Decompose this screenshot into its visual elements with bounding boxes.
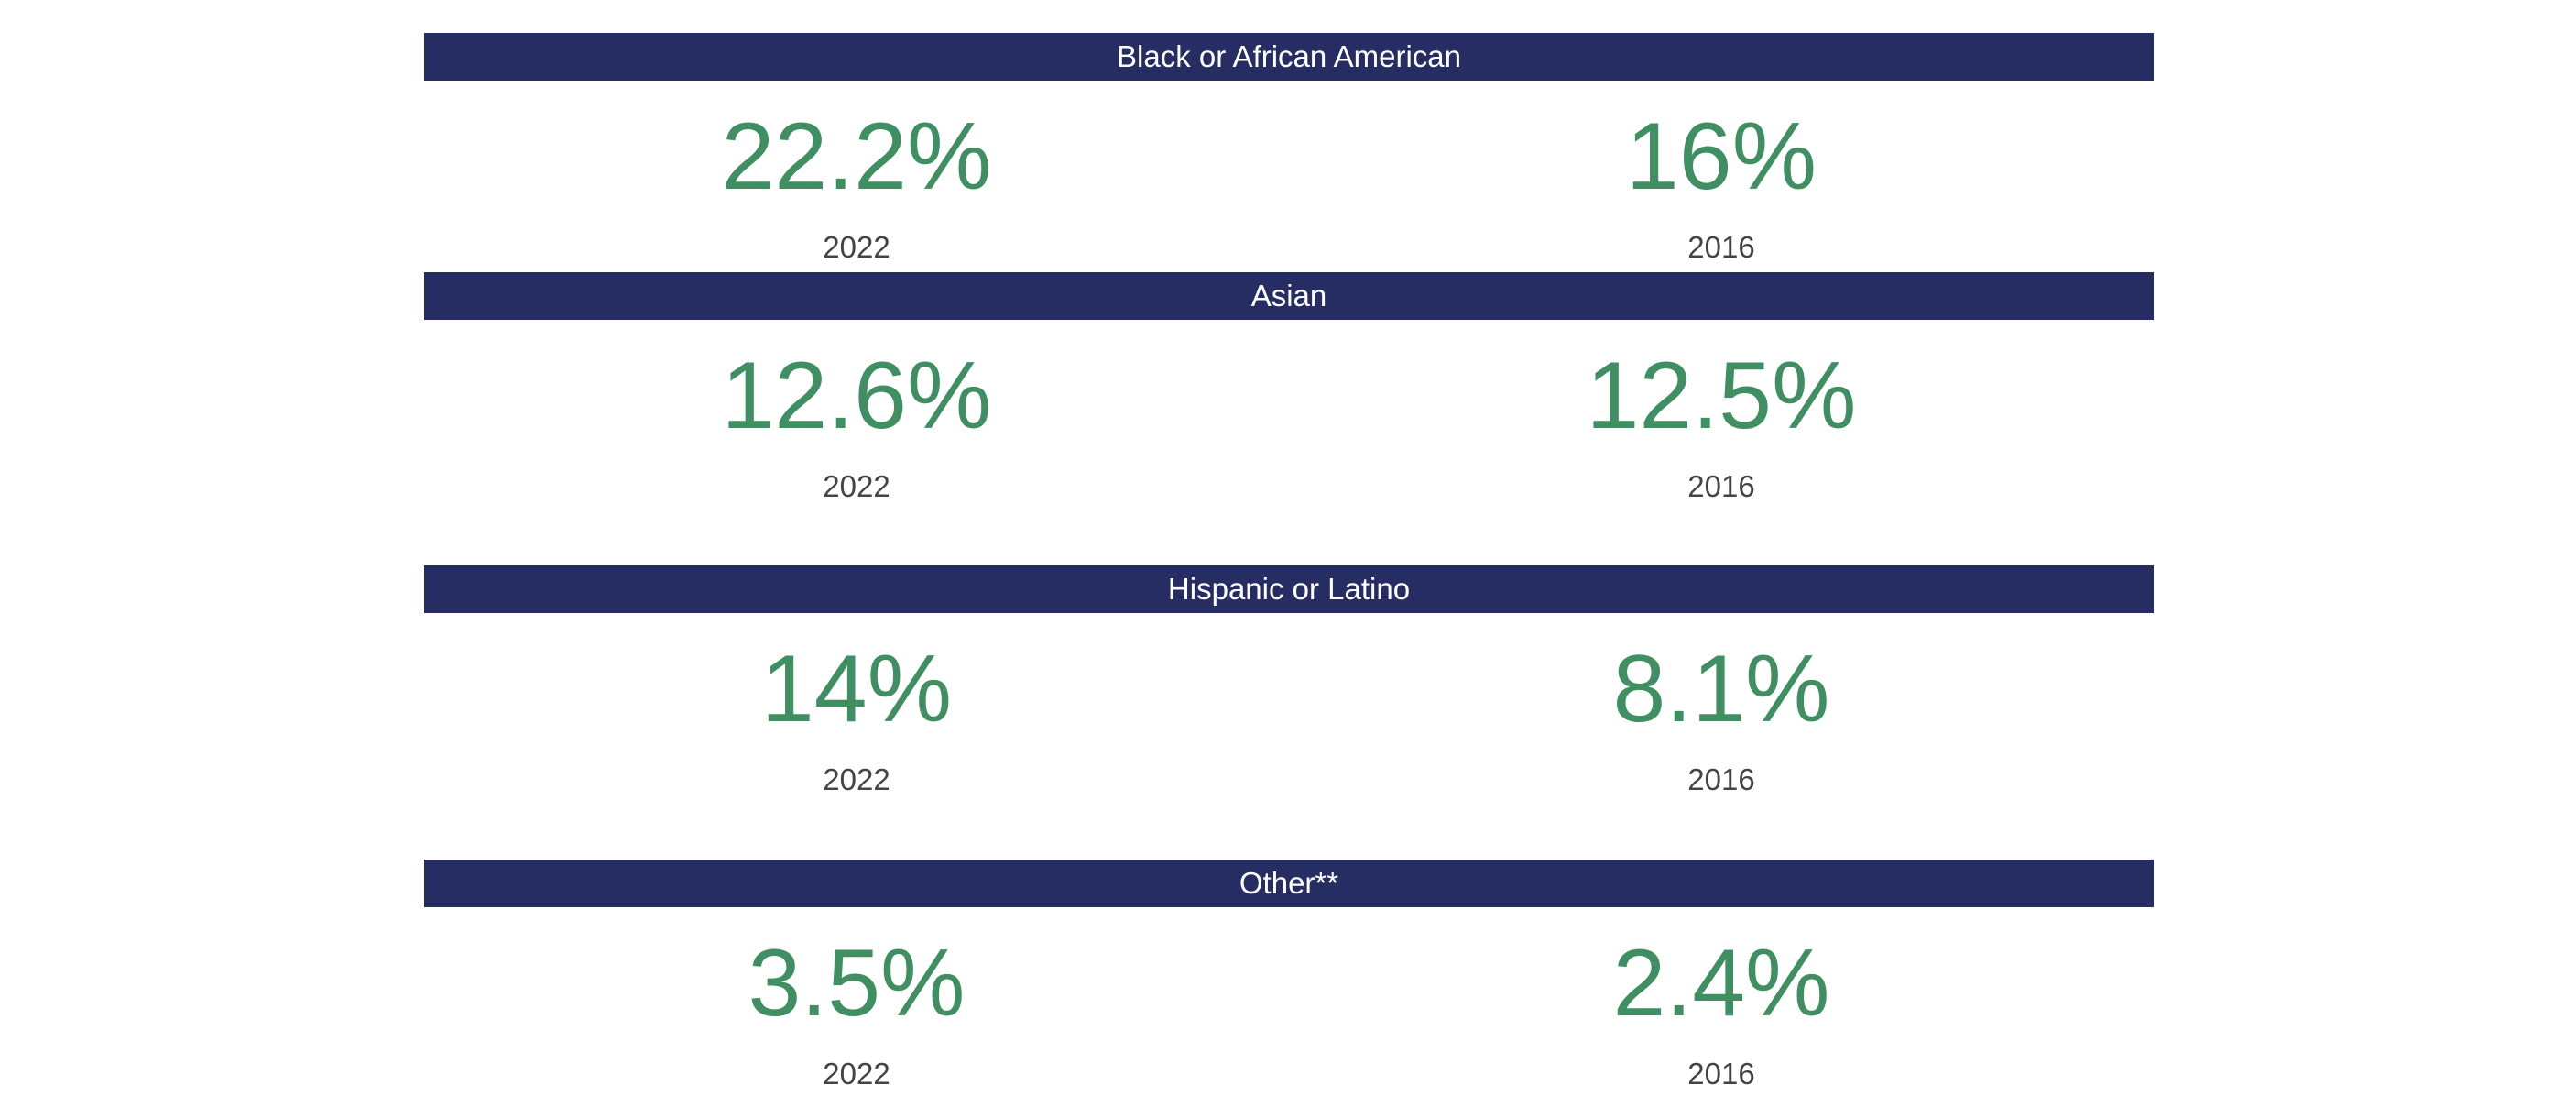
stat-value: 22.2% (721, 104, 992, 210)
section: Asian 12.6% 2022 12.5% 2016 (424, 272, 2154, 520)
stat-value: 8.1% (1612, 636, 1830, 742)
stat-year: 2016 (1687, 230, 1755, 264)
stat-year: 2022 (823, 762, 890, 796)
stat-value: 12.6% (721, 343, 992, 449)
section-heading: Asian (424, 272, 2154, 320)
stat-value: 14% (760, 636, 953, 742)
stat-value: 2.4% (1612, 930, 1830, 1036)
section: Hispanic or Latino 14% 2022 8.1% 2016 (424, 565, 2154, 813)
stat-year: 2022 (823, 469, 890, 503)
section: Black or African American 22.2% 2022 16% 201… (424, 33, 2154, 280)
stat-year: 2016 (1687, 1057, 1755, 1091)
stat-year: 2016 (1687, 762, 1755, 796)
stat-value: 16% (1625, 104, 1817, 210)
section-heading: Hispanic or Latino (424, 565, 2154, 613)
stat-year: 2016 (1687, 469, 1755, 503)
section: Other** 3.5% 2022 2.4% 2016 (424, 860, 2154, 1107)
stat-year: 2022 (823, 1057, 890, 1091)
section-heading: Black or African American (424, 33, 2154, 81)
stat-value: 12.5% (1586, 343, 1857, 449)
stat-year: 2022 (823, 230, 890, 264)
stat-value: 3.5% (748, 930, 966, 1036)
section-heading: Other** (424, 860, 2154, 907)
